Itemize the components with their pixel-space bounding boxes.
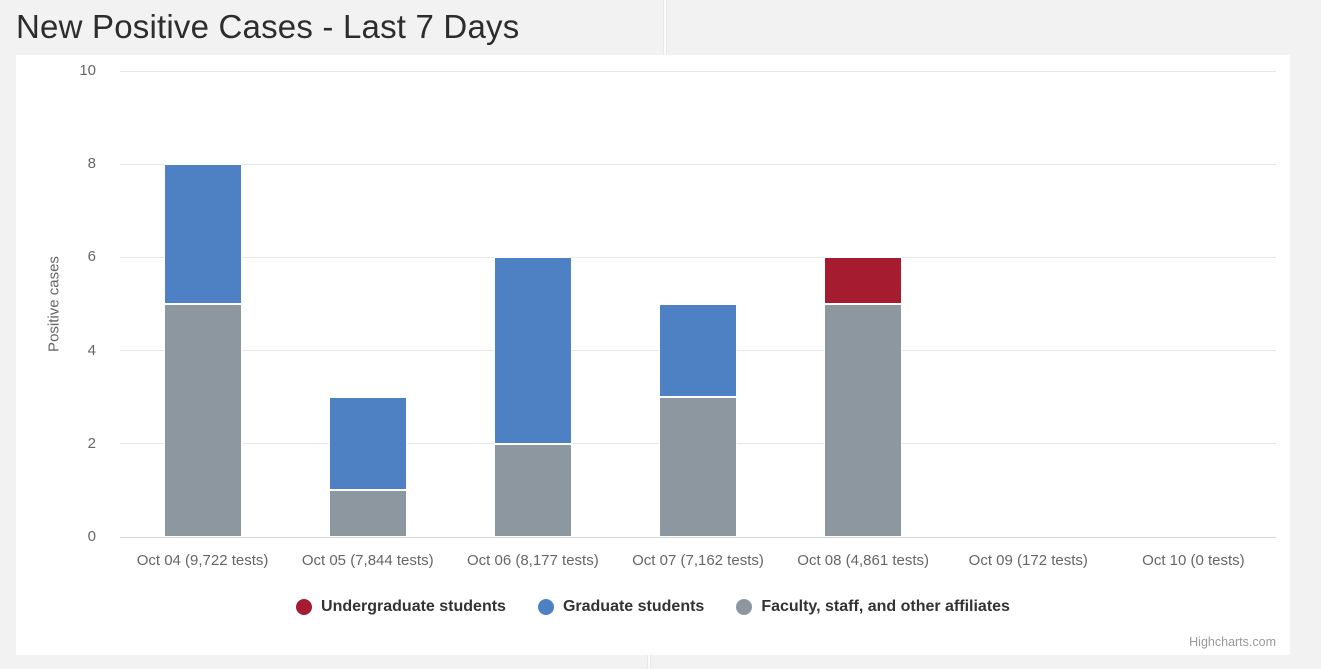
- chart-panel: Positive cases 0 2 4 6 8 10 Oct 04 (9,722 tes…: [16, 55, 1290, 655]
- y-axis-labels: 0 2 4 6 8 10: [16, 62, 108, 545]
- y-tick-label: 6: [87, 248, 96, 266]
- y-tick-label: 8: [87, 155, 96, 173]
- y-tick-label: 4: [87, 341, 96, 359]
- y-tick-label: 2: [87, 434, 96, 452]
- bar-segment[interactable]: [493, 443, 572, 537]
- page-title: New Positive Cases - Last 7 Days: [16, 8, 520, 45]
- legend-item[interactable]: Graduate students: [537, 598, 705, 616]
- legend-marker-icon: [296, 599, 313, 615]
- legend-item-label: Faculty, staff, and other affiliates: [761, 598, 1010, 615]
- bar-segment[interactable]: [328, 490, 407, 537]
- bar-segment[interactable]: [659, 397, 737, 537]
- gridline: [120, 70, 1276, 72]
- legend-item[interactable]: Undergraduate students: [296, 598, 506, 616]
- x-category-label: Oct 06 (8,177 tests): [466, 552, 599, 569]
- highcharts-credit-link[interactable]: Highcharts.com: [1189, 635, 1276, 649]
- x-category-label: Oct 04 (9,722 tests): [136, 552, 269, 569]
- bar-segment[interactable]: [824, 257, 903, 304]
- legend-marker-icon: [537, 599, 554, 615]
- legend-item-label: Undergraduate students: [321, 598, 506, 615]
- panel-divider-top: [663, 0, 667, 55]
- bar-segment[interactable]: [824, 304, 903, 537]
- x-axis-line: [120, 536, 1276, 538]
- x-category-label: Oct 09 (172 tests): [968, 552, 1088, 569]
- bar-segment[interactable]: [659, 304, 737, 398]
- bar-segment[interactable]: [163, 304, 242, 537]
- legend: Undergraduate students Graduate students F…: [16, 598, 1290, 616]
- plot-area: [120, 70, 1276, 538]
- y-tick-label: 10: [79, 62, 96, 79]
- x-category-label: Oct 05 (7,844 tests): [301, 552, 434, 569]
- legend-marker-icon: [736, 599, 753, 615]
- x-category-label: Oct 10 (0 tests): [1142, 552, 1245, 569]
- x-category-label: Oct 07 (7,162 tests): [632, 552, 764, 569]
- bar-segment[interactable]: [328, 397, 407, 491]
- gridline: [120, 163, 1276, 165]
- legend-item-label: Graduate students: [562, 598, 705, 615]
- bar-segment[interactable]: [163, 164, 242, 304]
- y-tick-label: 0: [87, 528, 96, 545]
- gridline: [120, 256, 1276, 258]
- legend-item[interactable]: Faculty, staff, and other affiliates: [736, 598, 1010, 616]
- bar-segment[interactable]: [493, 257, 572, 444]
- x-category-label: Oct 08 (4,861 tests): [797, 552, 930, 569]
- panel-divider-bottom: [647, 655, 651, 669]
